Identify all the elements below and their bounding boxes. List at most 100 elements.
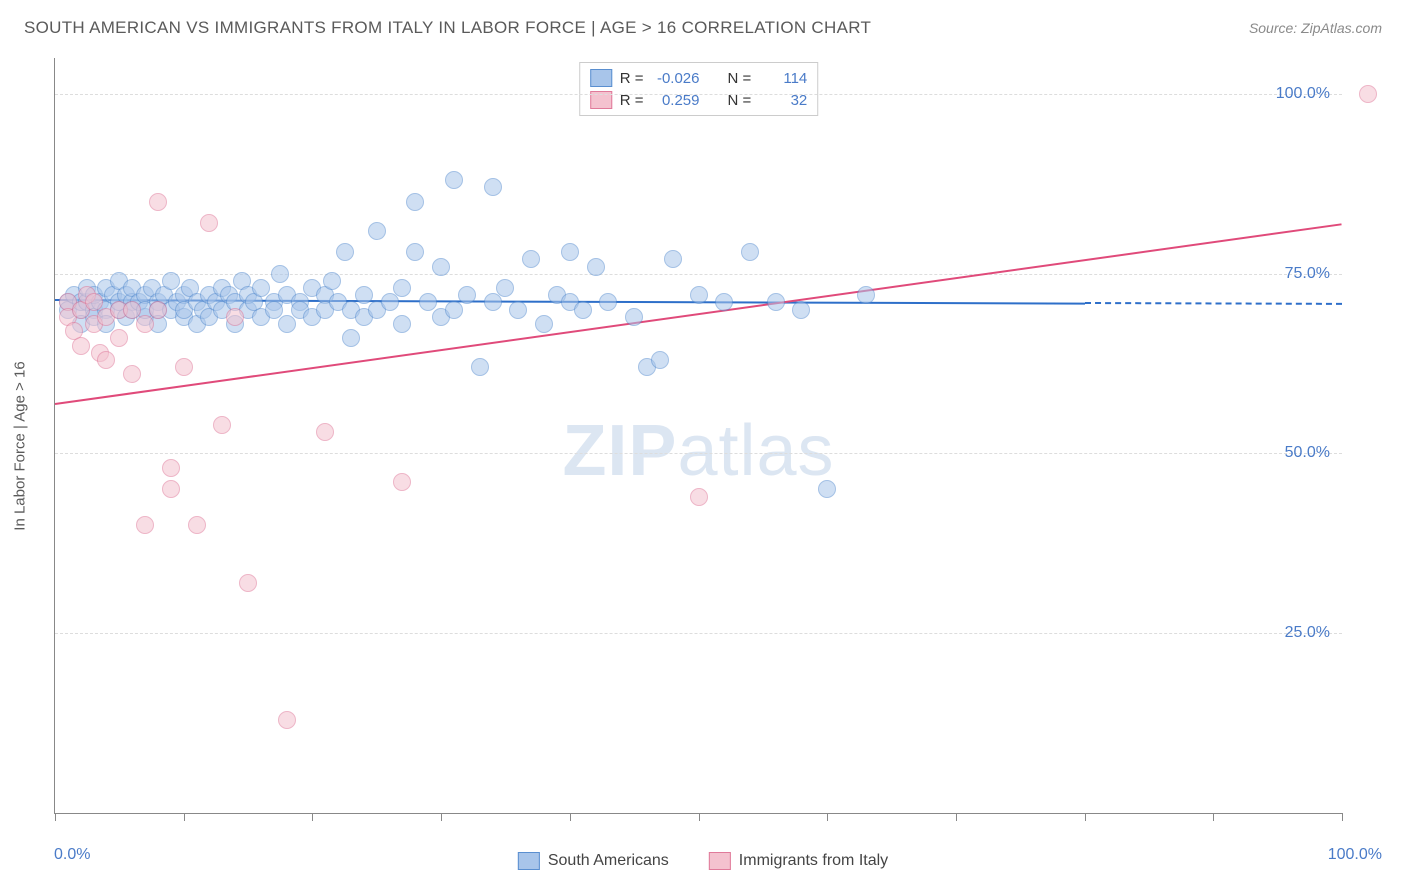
scatter-point-series-1 xyxy=(239,574,257,592)
legend-swatch-1 xyxy=(709,852,731,870)
x-tick xyxy=(827,813,828,821)
scatter-point-series-1 xyxy=(162,459,180,477)
correlation-stats-legend: R = -0.026 N = 114 R = 0.259 N = 32 xyxy=(579,62,819,116)
scatter-point-series-0 xyxy=(818,480,836,498)
scatter-point-series-0 xyxy=(419,293,437,311)
scatter-point-series-0 xyxy=(690,286,708,304)
scatter-point-series-1 xyxy=(316,423,334,441)
scatter-point-series-0 xyxy=(792,301,810,319)
legend-item-1: Immigrants from Italy xyxy=(709,852,888,870)
scatter-point-series-0 xyxy=(857,286,875,304)
scatter-point-series-1 xyxy=(97,351,115,369)
chart-title: SOUTH AMERICAN VS IMMIGRANTS FROM ITALY … xyxy=(24,18,871,38)
series-legend: South Americans Immigrants from Italy xyxy=(518,852,888,870)
swatch-series-0 xyxy=(590,69,612,87)
scatter-point-series-0 xyxy=(651,351,669,369)
legend-label-0: South Americans xyxy=(548,852,669,870)
source-attribution: Source: ZipAtlas.com xyxy=(1249,20,1382,36)
y-axis-title: In Labor Force | Age > 16 xyxy=(12,361,29,530)
x-tick xyxy=(1213,813,1214,821)
stats-row-series-0: R = -0.026 N = 114 xyxy=(590,67,808,89)
x-axis-max-label: 100.0% xyxy=(1328,846,1382,864)
scatter-point-series-1 xyxy=(226,308,244,326)
trend-line-dashed-series-0 xyxy=(1085,302,1342,305)
x-tick xyxy=(956,813,957,821)
scatter-point-series-0 xyxy=(445,301,463,319)
scatter-point-series-0 xyxy=(381,293,399,311)
scatter-point-series-1 xyxy=(200,214,218,232)
x-tick xyxy=(699,813,700,821)
scatter-point-series-0 xyxy=(432,258,450,276)
x-tick xyxy=(312,813,313,821)
scatter-point-series-0 xyxy=(484,293,502,311)
scatter-point-series-1 xyxy=(136,315,154,333)
scatter-point-series-0 xyxy=(278,315,296,333)
y-tick-label: 100.0% xyxy=(1276,85,1330,103)
scatter-point-series-0 xyxy=(393,315,411,333)
scatter-point-series-1 xyxy=(149,301,167,319)
x-axis-min-label: 0.0% xyxy=(54,846,90,864)
scatter-point-series-1 xyxy=(123,301,141,319)
r-label-0: R = xyxy=(620,70,644,87)
legend-label-1: Immigrants from Italy xyxy=(739,852,888,870)
scatter-point-series-0 xyxy=(393,279,411,297)
scatter-point-series-0 xyxy=(355,286,373,304)
scatter-point-series-0 xyxy=(458,286,476,304)
watermark-zip: ZIP xyxy=(562,411,677,491)
scatter-point-series-0 xyxy=(625,308,643,326)
scatter-point-series-1 xyxy=(123,365,141,383)
scatter-point-series-1 xyxy=(110,329,128,347)
scatter-point-series-0 xyxy=(509,301,527,319)
gridline-h xyxy=(55,453,1342,454)
scatter-point-series-0 xyxy=(342,329,360,347)
watermark-atlas: atlas xyxy=(677,411,834,491)
scatter-point-series-0 xyxy=(484,178,502,196)
scatter-point-series-0 xyxy=(471,358,489,376)
legend-swatch-0 xyxy=(518,852,540,870)
y-tick-label: 75.0% xyxy=(1285,265,1330,283)
scatter-point-series-1 xyxy=(72,337,90,355)
scatter-point-series-1 xyxy=(162,480,180,498)
x-tick xyxy=(441,813,442,821)
scatter-point-series-0 xyxy=(522,250,540,268)
scatter-point-series-0 xyxy=(265,301,283,319)
scatter-point-series-1 xyxy=(1359,85,1377,103)
scatter-point-series-1 xyxy=(149,193,167,211)
scatter-point-series-0 xyxy=(445,171,463,189)
n-value-0: 114 xyxy=(759,70,807,87)
y-tick-label: 50.0% xyxy=(1285,444,1330,462)
y-tick-label: 25.0% xyxy=(1285,624,1330,642)
scatter-point-series-0 xyxy=(406,193,424,211)
scatter-point-series-0 xyxy=(162,272,180,290)
gridline-h xyxy=(55,94,1342,95)
scatter-point-series-0 xyxy=(561,243,579,261)
stats-row-series-1: R = 0.259 N = 32 xyxy=(590,89,808,111)
scatter-point-series-0 xyxy=(741,243,759,261)
scatter-point-series-0 xyxy=(496,279,514,297)
scatter-point-series-0 xyxy=(336,243,354,261)
scatter-point-series-1 xyxy=(213,416,231,434)
scatter-point-series-0 xyxy=(406,243,424,261)
x-tick xyxy=(184,813,185,821)
x-tick xyxy=(570,813,571,821)
scatter-point-series-1 xyxy=(85,293,103,311)
x-tick xyxy=(1085,813,1086,821)
scatter-point-series-1 xyxy=(690,488,708,506)
legend-item-0: South Americans xyxy=(518,852,669,870)
scatter-point-series-1 xyxy=(188,516,206,534)
scatter-point-series-0 xyxy=(599,293,617,311)
scatter-point-series-0 xyxy=(767,293,785,311)
scatter-point-series-1 xyxy=(175,358,193,376)
scatter-point-series-0 xyxy=(252,279,270,297)
scatter-point-series-0 xyxy=(271,265,289,283)
n-label-0: N = xyxy=(728,70,752,87)
scatter-point-series-1 xyxy=(136,516,154,534)
r-value-0: -0.026 xyxy=(652,70,700,87)
scatter-point-series-1 xyxy=(393,473,411,491)
scatter-point-series-0 xyxy=(574,301,592,319)
watermark: ZIPatlas xyxy=(562,410,834,492)
scatter-point-series-1 xyxy=(278,711,296,729)
x-tick xyxy=(1342,813,1343,821)
scatter-point-series-0 xyxy=(715,293,733,311)
scatter-point-series-0 xyxy=(664,250,682,268)
